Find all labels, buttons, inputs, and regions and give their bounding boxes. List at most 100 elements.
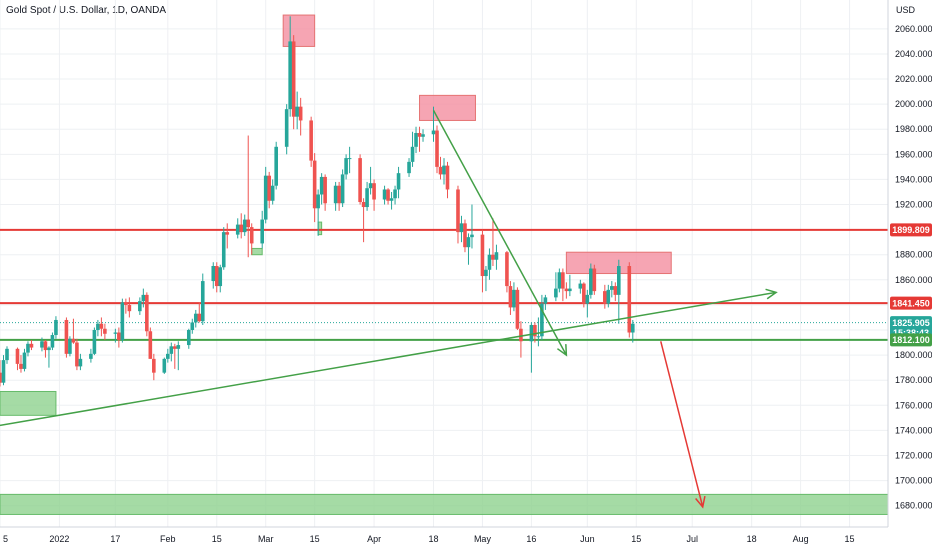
- candle-body: [0, 372, 2, 383]
- candle: [456, 185, 460, 244]
- candle-body: [211, 266, 216, 282]
- candle: [627, 262, 632, 338]
- candle: [152, 353, 156, 381]
- candle-body: [193, 313, 198, 323]
- candle-body: [1, 360, 6, 383]
- candle-body: [43, 341, 48, 351]
- candle-body: [568, 288, 572, 292]
- candle-body: [407, 161, 411, 174]
- candle-body: [393, 189, 397, 199]
- candle: [589, 263, 593, 299]
- candle: [368, 166, 373, 195]
- y-tick-label: 1880.000: [895, 250, 932, 260]
- zones: [0, 14, 889, 515]
- candle: [582, 282, 586, 308]
- y-tick-label: 2040.000: [895, 49, 932, 59]
- y-tick-label: 1680.000: [895, 501, 932, 511]
- candle: [508, 281, 513, 315]
- candle: [274, 141, 278, 190]
- candle-body: [47, 347, 51, 351]
- x-tick-label: 15: [310, 534, 320, 544]
- candle: [26, 341, 30, 357]
- candle: [99, 317, 104, 337]
- candle: [124, 298, 128, 314]
- y-tick-label: 1940.000: [895, 174, 932, 184]
- candle: [22, 348, 27, 372]
- candle: [515, 287, 520, 331]
- candle-body: [585, 294, 590, 304]
- candle-body: [173, 346, 177, 349]
- candle-body: [284, 109, 289, 147]
- trend-lines: [0, 110, 778, 509]
- price-tag-label: 1841.450: [892, 298, 930, 308]
- candle-body: [582, 283, 586, 304]
- candle: [1, 355, 6, 386]
- candle-body: [92, 330, 97, 354]
- candle: [613, 282, 618, 302]
- candle-body: [323, 176, 327, 204]
- x-tick-label: 16: [526, 534, 536, 544]
- candle: [309, 116, 313, 167]
- candle: [568, 274, 572, 297]
- candle-body: [197, 313, 202, 322]
- trend-segment: [0, 291, 777, 427]
- candle: [291, 35, 296, 130]
- candle-body: [64, 319, 69, 354]
- candle: [442, 158, 446, 185]
- candle: [365, 181, 369, 211]
- candle-body: [533, 324, 537, 337]
- candle-body: [519, 328, 523, 342]
- candle-body: [22, 352, 27, 369]
- candle-body: [141, 294, 146, 302]
- candle: [127, 297, 132, 318]
- candle-body: [470, 234, 474, 238]
- candle-body: [288, 41, 292, 110]
- candle-body: [54, 319, 58, 336]
- candle: [239, 213, 244, 239]
- candle-body: [242, 219, 247, 233]
- candle: [386, 188, 390, 205]
- candle-body: [166, 353, 170, 359]
- candle: [382, 185, 387, 205]
- candle-body: [169, 346, 174, 354]
- candle-body: [627, 266, 632, 333]
- candle-body: [312, 160, 317, 209]
- candle: [75, 338, 79, 371]
- candle-body: [246, 219, 251, 228]
- candle-body: [71, 338, 76, 343]
- candle: [603, 284, 607, 309]
- candle-body: [295, 106, 299, 117]
- candle-body: [445, 165, 450, 190]
- candle-body: [291, 41, 296, 117]
- candle: [166, 348, 170, 363]
- candle: [68, 336, 72, 357]
- arrow-head: [695, 495, 706, 509]
- candle-body: [515, 289, 520, 329]
- x-tick-label: 5: [3, 534, 8, 544]
- y-tick-label: 1700.000: [895, 476, 932, 486]
- candle-body: [410, 146, 415, 162]
- candle-body: [564, 288, 569, 292]
- candle-body: [50, 335, 55, 348]
- forecast-arrow: [660, 341, 706, 509]
- candle: [630, 319, 635, 343]
- candle-body: [176, 345, 181, 349]
- candle: [43, 340, 48, 358]
- candle-body: [298, 106, 303, 121]
- y-tick-label: 1800.000: [895, 350, 932, 360]
- x-tick-label: Feb: [160, 534, 176, 544]
- x-tick-label: 18: [429, 534, 439, 544]
- candle: [578, 279, 583, 294]
- price-tag-label: 15:38:43: [893, 328, 929, 338]
- candle: [270, 179, 275, 205]
- x-tick-label: Aug: [793, 534, 809, 544]
- candle: [512, 282, 516, 312]
- candle: [417, 126, 422, 152]
- candle: [190, 318, 195, 334]
- candle-body: [127, 304, 132, 312]
- candle: [173, 343, 177, 369]
- candle: [445, 161, 450, 199]
- horizontal-levels: [0, 228, 888, 341]
